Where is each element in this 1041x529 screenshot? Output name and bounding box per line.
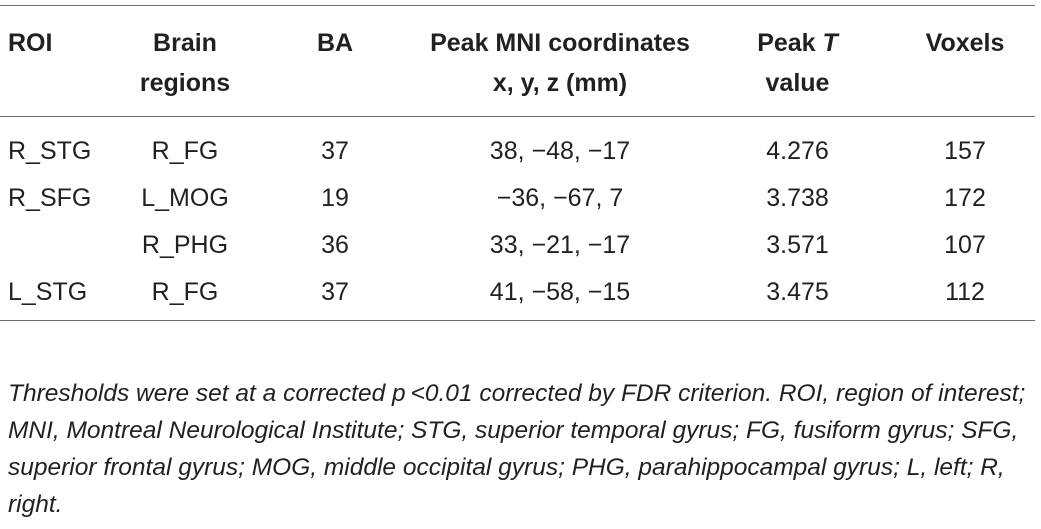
table-cell: R_FG [151,278,219,306]
table-row: R_SFG L_MOG 19 −36, −67, 7 3.738 172 [0,175,1035,222]
table-cell: 172 [944,184,986,212]
header-cell: Voxels [925,29,1005,57]
header-text: value [765,69,830,97]
table-cell: R_STG [8,137,92,165]
table-cell: 37 [321,278,349,306]
table-cell: 107 [944,231,986,259]
table-cell: 33, −21, −17 [489,231,631,259]
header-row: ROI Brain regions BA Peak MNI coordinate… [0,5,1035,117]
header-cell: Peak MNI coordinates x, y, z (mm) [430,29,690,97]
table-cell: 4.276 [766,137,829,165]
header-text: Peak [757,29,816,57]
table-row: R_STG R_FG 37 38, −48, −17 4.276 157 [0,117,1035,176]
table-row: R_PHG 36 33, −21, −17 3.571 107 [0,222,1035,269]
table-cell: R_PHG [141,231,229,259]
table-cell: 37 [321,137,349,165]
header-cell: Brain regions [139,29,231,97]
table-cell: 19 [321,184,349,212]
table-body: R_STG R_FG 37 38, −48, −17 4.276 157 R_SFG L_MO… [0,117,1035,321]
header-text: T [822,29,838,57]
table-header: ROI Brain regions BA Peak MNI coordinate… [0,5,1035,117]
table-cell [0,222,120,269]
table-cell: L_MOG [141,184,229,212]
table-cell: 3.571 [766,231,829,259]
table-cell: R_SFG [8,184,92,212]
table-cell: L_STG [8,278,88,306]
table-cell: 157 [944,137,986,165]
table-cell: 112 [945,278,985,306]
table-cell: 41, −58, −15 [489,278,631,306]
table-footnote: Thresholds were set at a corrected p <0.… [8,380,1026,518]
table-cell: 38, −48, −17 [489,137,631,165]
table-row: L_STG R_FG 37 41, −58, −15 3.475 112 [0,269,1035,321]
header-cell: ROI [8,29,53,57]
table-cell: R_FG [151,137,219,165]
table-cell: 36 [321,231,349,259]
header-cell: BA [316,29,354,57]
table-cell: 3.475 [766,278,829,306]
table-cell: −36, −67, 7 [496,184,624,212]
results-table: ROI Brain regions BA Peak MNI coordinate… [0,5,1035,321]
table-cell: 3.738 [766,184,829,212]
